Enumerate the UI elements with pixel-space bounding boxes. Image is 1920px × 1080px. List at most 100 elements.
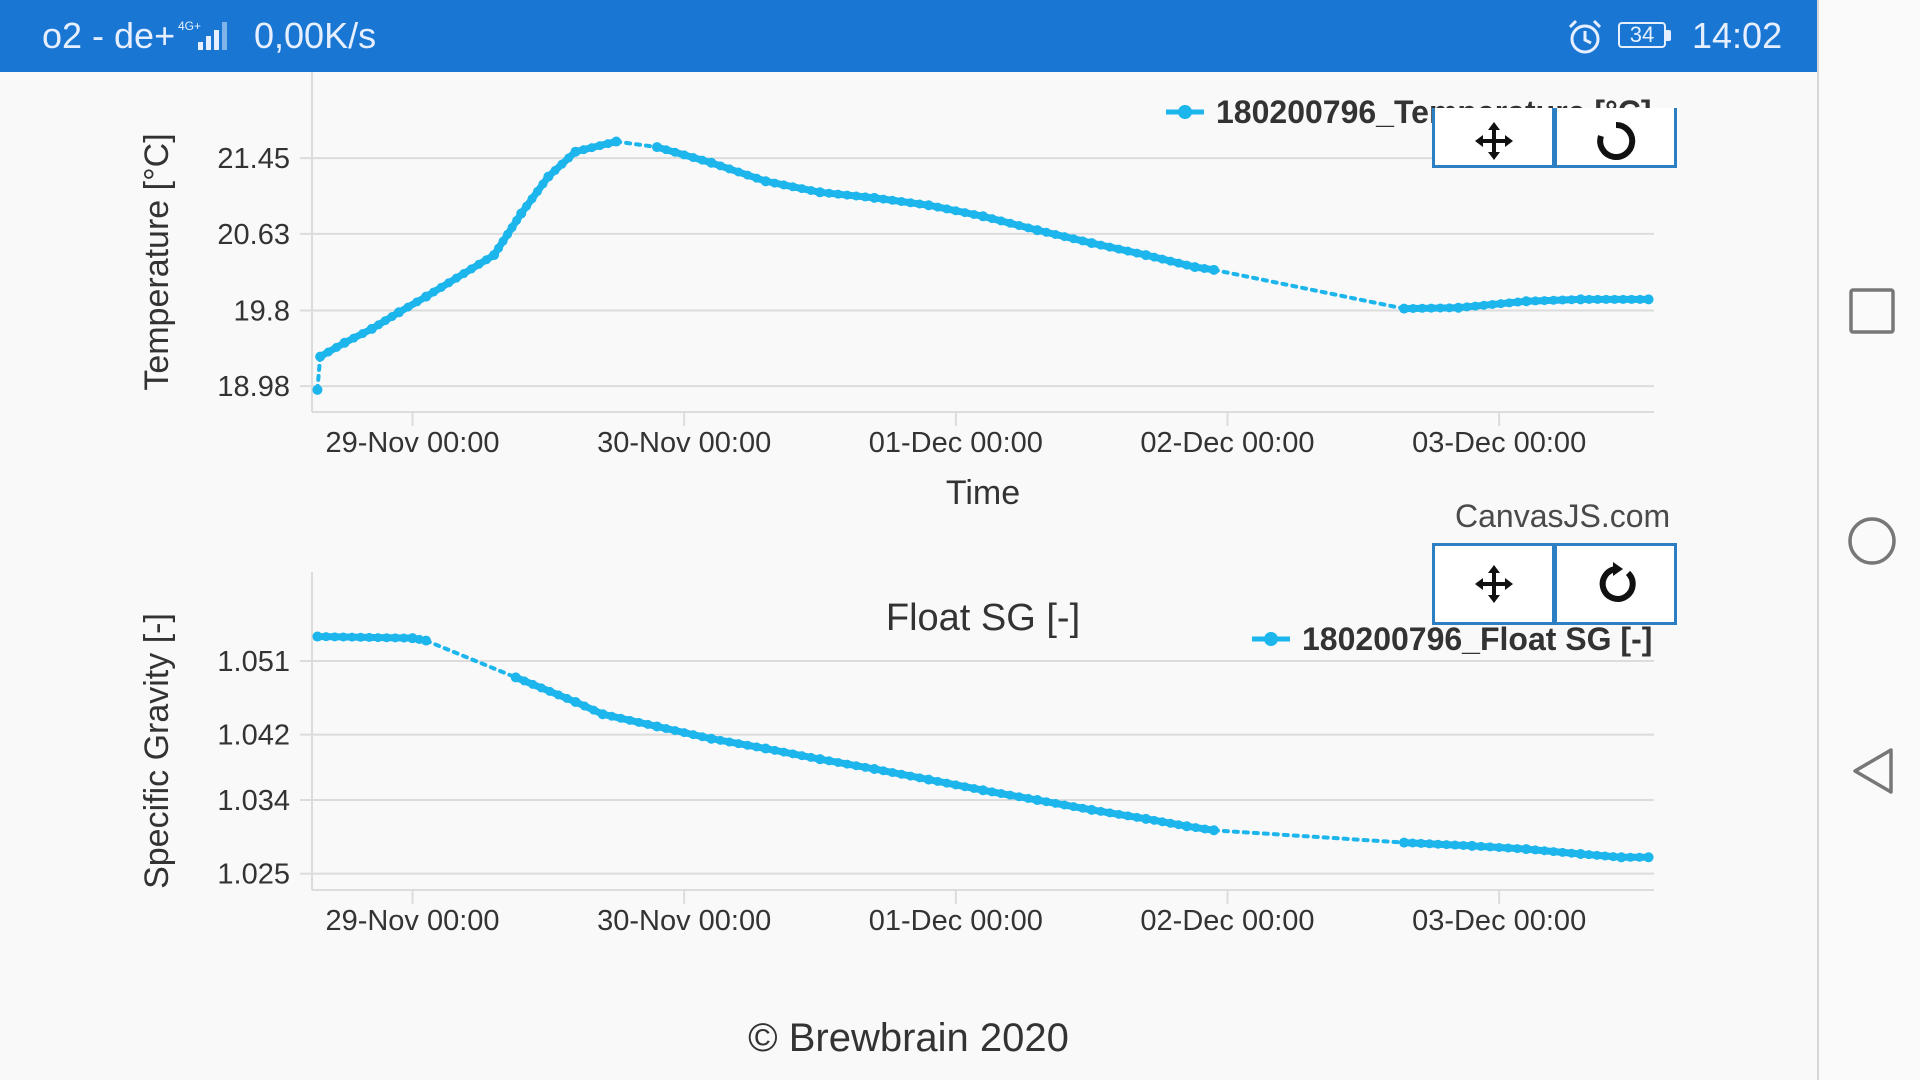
data-point	[1123, 246, 1133, 256]
network-speed: 0,00K/s	[254, 15, 377, 56]
data-point	[706, 157, 717, 168]
data-point	[878, 766, 888, 776]
x-tick-label: 30-Nov 00:00	[597, 905, 771, 937]
data-point	[1140, 813, 1151, 824]
temperature-pan-button[interactable]	[1432, 108, 1555, 168]
data-point	[557, 159, 567, 169]
reset-icon	[1596, 122, 1635, 161]
sg-reset-button[interactable]	[1554, 543, 1677, 625]
data-point	[1174, 820, 1184, 830]
x-tick-label: 03-Dec 00:00	[1412, 905, 1586, 937]
network-badge: 4G+	[178, 19, 201, 33]
data-point	[1078, 803, 1088, 813]
recent-apps-icon[interactable]	[1847, 286, 1897, 336]
sg-pan-button[interactable]	[1432, 543, 1555, 625]
data-point	[724, 737, 734, 747]
x-tick-label: 01-Dec 00:00	[869, 427, 1043, 459]
series-segment	[341, 325, 376, 347]
sg-chart[interactable]: 1.025 1.034 1.042 1.051 29-Nov 00:00 30-Nov 0…	[0, 532, 1817, 1002]
data-point	[978, 785, 988, 796]
data-point	[887, 195, 897, 205]
data-point	[1539, 296, 1549, 306]
data-point	[906, 771, 916, 781]
data-point	[743, 170, 753, 180]
data-point	[1479, 300, 1489, 310]
data-point	[1425, 839, 1435, 849]
data-point	[1530, 296, 1540, 306]
data-point	[1558, 295, 1568, 305]
back-icon[interactable]	[1847, 746, 1897, 796]
data-point	[393, 307, 404, 318]
data-point	[382, 633, 392, 643]
data-point	[494, 243, 504, 253]
data-point	[1408, 838, 1418, 848]
data-point	[550, 165, 560, 175]
data-point	[562, 693, 572, 703]
data-point	[1416, 838, 1426, 848]
canvasjs-credit[interactable]: CanvasJS.com	[1455, 498, 1671, 534]
data-point	[466, 264, 476, 274]
data-point	[481, 255, 491, 265]
data-point	[1059, 800, 1069, 810]
reset-icon	[1599, 562, 1636, 602]
data-point	[407, 633, 418, 644]
data-point	[412, 297, 422, 307]
data-point	[1635, 294, 1645, 304]
data-point	[536, 683, 546, 693]
battery-level: 34	[1629, 22, 1655, 47]
series-segment	[1211, 267, 1407, 311]
chart-title: Float SG [-]	[886, 597, 1080, 639]
chart-content[interactable]: 18.98 19.8 20.63 21.45 29-Nov 00:00 30-Nov 00…	[0, 72, 1817, 1080]
data-point	[545, 686, 555, 696]
data-point	[824, 756, 834, 766]
data-point	[697, 155, 707, 165]
carrier-label: o2 - de+	[42, 15, 176, 56]
data-point	[323, 347, 333, 357]
x-tick-label: 02-Dec 00:00	[1140, 427, 1314, 459]
data-point	[1444, 303, 1454, 313]
data-point	[1050, 798, 1060, 808]
data-point	[1584, 850, 1594, 860]
legend-marker	[1178, 105, 1192, 119]
data-point	[616, 713, 626, 723]
data-point	[1466, 840, 1477, 851]
data-point	[734, 167, 744, 177]
clock: 14:02	[1692, 15, 1783, 56]
data-point	[1165, 818, 1175, 828]
y-tick-label: 20.63	[217, 219, 290, 251]
data-point	[987, 214, 997, 224]
data-point	[1539, 846, 1549, 856]
x-axis-title: Time	[946, 474, 1020, 512]
data-point	[797, 751, 807, 761]
legend-label: 180200796_Float SG [-]	[1302, 621, 1652, 657]
data-point	[1512, 844, 1522, 854]
data-point	[1069, 234, 1079, 244]
data-point	[779, 747, 789, 757]
data-point	[1200, 824, 1210, 834]
data-point	[670, 726, 680, 736]
data-point	[1426, 303, 1436, 313]
temperature-reset-button[interactable]	[1554, 108, 1677, 168]
data-point	[444, 278, 454, 288]
data-point	[1584, 294, 1594, 304]
home-icon[interactable]	[1847, 516, 1897, 566]
data-point	[933, 776, 943, 786]
data-point	[679, 150, 689, 160]
data-point	[969, 209, 979, 219]
data-point	[1199, 263, 1209, 273]
data-point	[960, 782, 970, 792]
data-point	[459, 269, 469, 279]
data-point	[1181, 821, 1192, 832]
data-point	[570, 146, 581, 157]
data-point	[923, 774, 934, 785]
y-axis-title: Temperature [°C]	[138, 133, 176, 390]
y-tick-label: 19.8	[234, 295, 290, 327]
x-tick-label: 02-Dec 00:00	[1140, 905, 1314, 937]
signal-icon: 4G+	[178, 19, 227, 50]
data-point	[869, 763, 880, 774]
data-point	[851, 761, 861, 771]
data-point	[1149, 252, 1159, 262]
data-point	[532, 186, 542, 196]
data-point	[553, 690, 563, 700]
data-point	[1023, 223, 1033, 233]
